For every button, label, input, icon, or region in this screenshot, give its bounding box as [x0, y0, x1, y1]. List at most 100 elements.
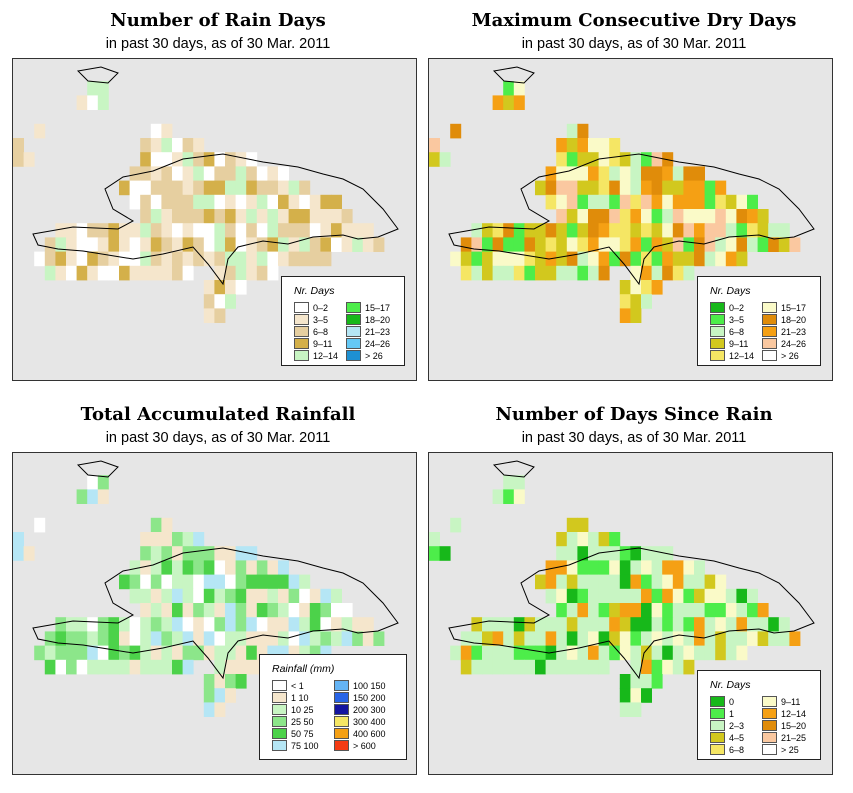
- grid-cell: [256, 251, 268, 267]
- grid-cell: [76, 251, 88, 267]
- grid-cell: [150, 617, 162, 632]
- grid-cell: [545, 223, 557, 238]
- grid-cell: [545, 574, 557, 590]
- grid-cell: [13, 152, 24, 167]
- grid-cell: [566, 123, 578, 139]
- grid-cell: [556, 603, 568, 618]
- grid-cell: [235, 223, 247, 238]
- grid-cell: [566, 209, 578, 224]
- legend-label: 10 25: [291, 704, 314, 715]
- grid-cell: [256, 237, 268, 252]
- grid-cell: [309, 645, 321, 661]
- grid-cell: [320, 617, 332, 632]
- grid-cell: [320, 645, 332, 661]
- grid-cell: [651, 209, 663, 224]
- grid-cell: [76, 631, 88, 646]
- grid-cell: [182, 645, 194, 661]
- grid-cell: [87, 251, 99, 267]
- grid-cell: [34, 517, 46, 533]
- grid-cell: [76, 95, 88, 110]
- grid-cell: [609, 138, 621, 153]
- grid-cell: [588, 588, 599, 604]
- grid-cell: [715, 574, 727, 590]
- grid-cell: [309, 617, 321, 632]
- grid-cell: [641, 574, 652, 590]
- grid-cell: [150, 166, 162, 181]
- grid-cell: [214, 546, 226, 561]
- grid-cell: [309, 237, 321, 252]
- grid-cell: [235, 237, 247, 252]
- grid-cell: [598, 588, 610, 604]
- grid-cell: [34, 123, 46, 139]
- grid-cell: [588, 251, 599, 267]
- legend-item: 0–2: [710, 301, 744, 314]
- grid-cell: [513, 659, 525, 675]
- legend-swatch: [334, 692, 349, 704]
- legend-item: > 26: [762, 349, 799, 362]
- grid-cell: [651, 674, 663, 689]
- grid-cell: [492, 659, 504, 675]
- legend-label: 9–11: [729, 338, 749, 349]
- grid-cell: [715, 631, 727, 646]
- grid-cell: [309, 209, 321, 224]
- grid-cell: [619, 166, 631, 181]
- grid-cell: [267, 180, 279, 196]
- grid-cell: [87, 265, 99, 281]
- grid-cell: [331, 237, 342, 252]
- grid-cell: [609, 152, 621, 167]
- grid-cell: [513, 81, 525, 96]
- legend-item: 75 100: [272, 739, 319, 752]
- grid-cell: [309, 194, 321, 210]
- grid-cell: [246, 560, 258, 575]
- grid-cell: [683, 194, 695, 210]
- grid-cell: [588, 603, 599, 618]
- grid-cell: [172, 209, 183, 224]
- legend-label: 200 300: [353, 704, 386, 715]
- grid-cell: [108, 645, 120, 661]
- grid-cell: [577, 532, 589, 547]
- grid-cell: [203, 574, 215, 590]
- grid-cell: [683, 209, 695, 224]
- grid-cell: [44, 631, 56, 646]
- grid-cell: [140, 138, 152, 153]
- legend-item: 3–5: [710, 313, 744, 326]
- grid-cell: [577, 603, 589, 618]
- grid-cell: [278, 180, 289, 196]
- grid-cell: [672, 180, 684, 196]
- legend-item: 300 400: [334, 715, 386, 728]
- grid-cell: [757, 237, 769, 252]
- grid-cell: [609, 209, 621, 224]
- grid-cell: [225, 251, 236, 267]
- grid-cell: [460, 265, 472, 281]
- grid-cell: [651, 631, 663, 646]
- grid-cell: [725, 237, 737, 252]
- grid-cell: [246, 223, 258, 238]
- legend-item: 24–26: [346, 337, 390, 350]
- grid-cell: [672, 645, 684, 661]
- grid-cell: [278, 209, 289, 224]
- grid-cell: [267, 617, 279, 632]
- map-canvas: [13, 460, 399, 717]
- legend-item: 9–11: [294, 337, 332, 350]
- grid-cell: [577, 223, 589, 238]
- grid-cell: [150, 517, 162, 533]
- grid-cell: [619, 603, 631, 618]
- grid-cell: [97, 645, 109, 661]
- grid-cell: [630, 574, 642, 590]
- grid-cell: [97, 265, 109, 281]
- grid-cell: [256, 223, 268, 238]
- grid-cell: [598, 532, 610, 547]
- grid-cell: [683, 560, 695, 575]
- legend-label: 100 150: [353, 680, 386, 691]
- grid-cell: [683, 223, 695, 238]
- grid-cell: [694, 166, 705, 181]
- legend-label: 12–14: [313, 350, 339, 361]
- grid-cell: [140, 223, 152, 238]
- legend-item: 3–5: [294, 313, 328, 326]
- grid-cell: [683, 617, 695, 632]
- grid-cell: [172, 631, 183, 646]
- legend-swatch: [294, 350, 309, 362]
- grid-cell: [278, 617, 289, 632]
- grid-cell: [203, 645, 215, 661]
- grid-cell: [619, 251, 631, 267]
